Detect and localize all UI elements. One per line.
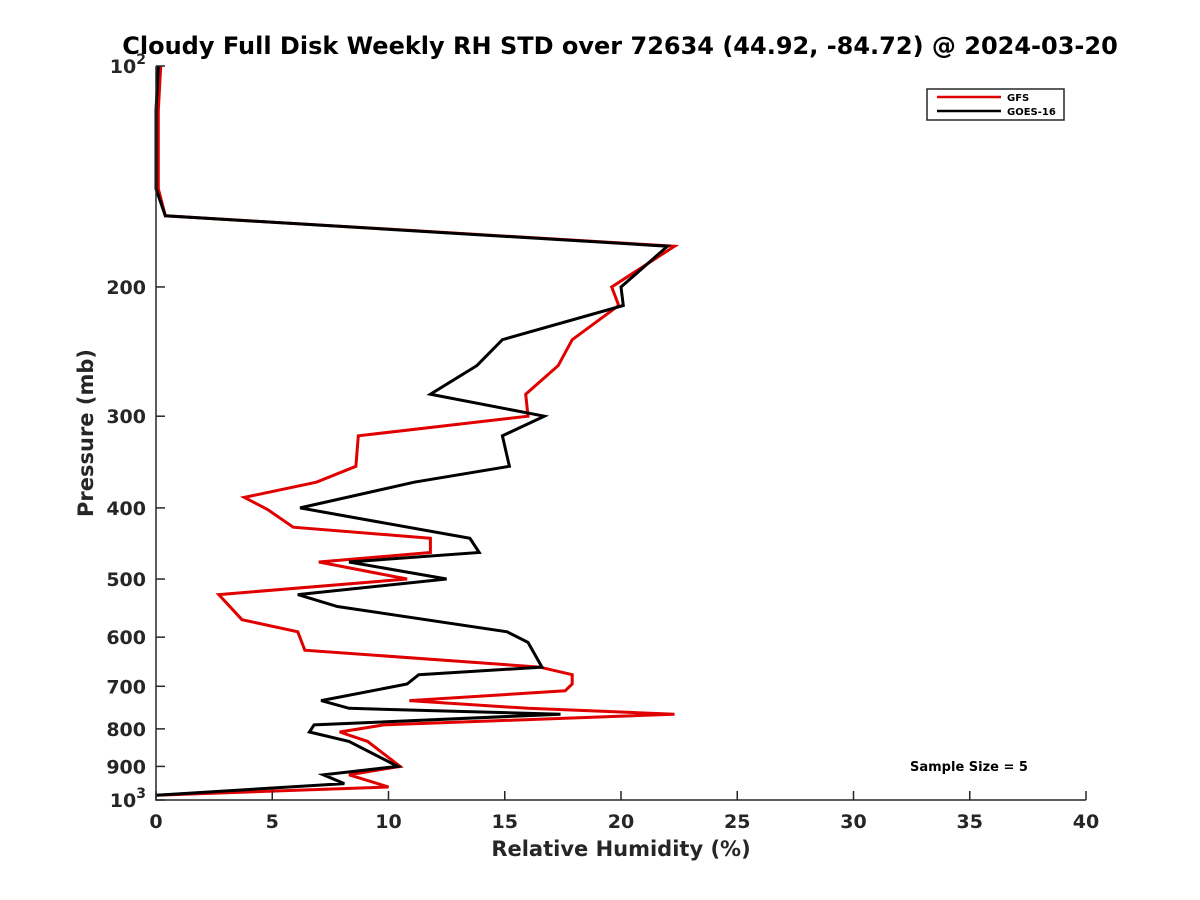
series-line-goes16 — [154, 65, 672, 797]
x-tick-label: 10 — [375, 811, 401, 833]
y-tick-label: 200 — [106, 277, 146, 299]
series-layer — [154, 65, 680, 797]
series-line-gfs — [155, 65, 680, 797]
y-axis-ticks: 102 200 300 400 500 600 700 800 900 103 — [106, 52, 165, 812]
sample-size-annotation: Sample Size = 5 — [910, 760, 1028, 775]
x-tick-label: 40 — [1073, 811, 1099, 833]
y-tick-label: 103 — [110, 786, 146, 812]
x-tick-label: 25 — [724, 811, 750, 833]
x-tick-label: 30 — [840, 811, 866, 833]
legend-label-gfs: GFS — [1007, 93, 1029, 104]
y-tick-label: 300 — [106, 406, 146, 428]
legend: GFS GOES-16 — [926, 88, 1065, 121]
y-tick-label: 800 — [106, 719, 146, 741]
x-tick-label: 35 — [957, 811, 983, 833]
y-tick-label: 400 — [106, 498, 146, 520]
x-axis-title: Relative Humidity (%) — [491, 837, 750, 861]
x-axis-ticks: 0 5 10 15 20 25 30 35 40 — [149, 791, 1099, 833]
plot-area: 0 5 10 15 20 25 30 35 40 102 200 300 400 500 600 700 80… — [106, 52, 1099, 833]
x-tick-label: 5 — [266, 811, 279, 833]
x-tick-label: 0 — [149, 811, 162, 833]
y-tick-label: 700 — [106, 676, 146, 698]
chart-title: Cloudy Full Disk Weekly RH STD over 7263… — [122, 32, 1118, 60]
y-tick-label: 102 — [110, 52, 146, 78]
y-tick-label: 600 — [106, 627, 146, 649]
x-tick-label: 15 — [492, 811, 518, 833]
legend-label-goes16: GOES-16 — [1007, 107, 1056, 118]
legend-box — [926, 88, 1065, 121]
y-tick-label: 900 — [106, 756, 146, 778]
y-tick-label: 500 — [106, 569, 146, 591]
x-tick-label: 20 — [608, 811, 634, 833]
axes-frame — [155, 66, 1086, 801]
y-axis-title: Pressure (mb) — [74, 349, 98, 517]
